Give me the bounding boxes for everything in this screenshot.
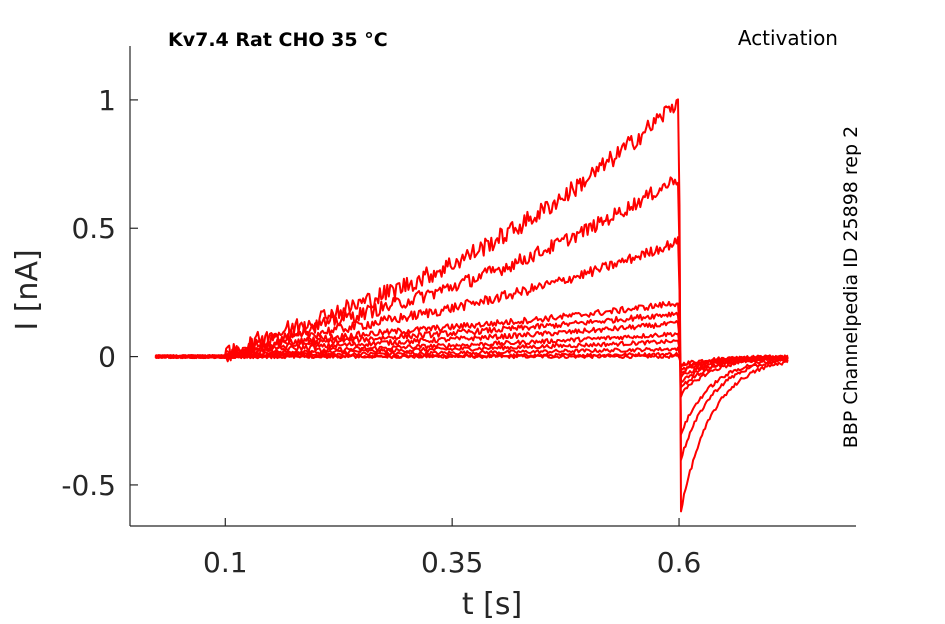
- current-trace: [154, 176, 789, 461]
- source-label: BBP Channelpedia ID 25898 rep 2: [840, 126, 862, 448]
- chart-title: Kv7.4 Rat CHO 35 °C: [168, 29, 388, 51]
- current-trace: [154, 236, 789, 436]
- current-traces: [154, 98, 789, 513]
- x-tick-label: 0.6: [657, 546, 702, 579]
- x-axis-label: t [s]: [462, 587, 522, 622]
- x-tick-label: 0.1: [203, 546, 248, 579]
- x-ticks: 0.1 0.35 0.6: [203, 518, 701, 579]
- y-ticks: -0.5 0 0.5 1: [61, 84, 138, 502]
- y-tick-label: 0.5: [71, 212, 116, 245]
- y-tick-label: 0: [98, 341, 116, 374]
- current-trace: [154, 300, 789, 398]
- y-axis-label: I [nA]: [10, 249, 45, 330]
- x-tick-label: 0.35: [421, 546, 483, 579]
- protocol-label: Activation: [738, 26, 838, 50]
- current-trace: [154, 331, 789, 379]
- y-tick-label: -0.5: [61, 469, 116, 502]
- y-tick-label: 1: [98, 84, 116, 117]
- current-trace: [155, 98, 789, 513]
